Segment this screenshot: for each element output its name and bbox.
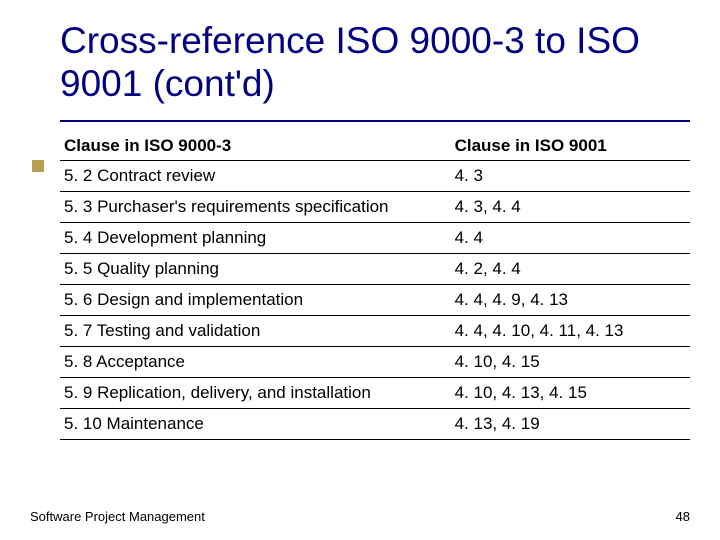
- table-cell: 4. 2, 4. 4: [451, 254, 690, 285]
- table-cell: 4. 3, 4. 4: [451, 192, 690, 223]
- table-cell: 5. 4 Development planning: [60, 223, 451, 254]
- table-row: 5. 9 Replication, delivery, and installa…: [60, 378, 690, 409]
- table-row: 5. 8 Acceptance 4. 10, 4. 15: [60, 347, 690, 378]
- footer: Software Project Management 48: [30, 509, 690, 524]
- table-row: 5. 2 Contract review 4. 3: [60, 161, 690, 192]
- slide: Cross-reference ISO 9000-3 to ISO 9001 (…: [0, 0, 720, 540]
- table-cell: 5. 10 Maintenance: [60, 409, 451, 440]
- table-cell: 4. 13, 4. 19: [451, 409, 690, 440]
- table-cell: 4. 4: [451, 223, 690, 254]
- table-cell: 4. 3: [451, 161, 690, 192]
- table-cell: 4. 10, 4. 15: [451, 347, 690, 378]
- table-cell: 4. 4, 4. 10, 4. 11, 4. 13: [451, 316, 690, 347]
- table-cell: 4. 4, 4. 9, 4. 13: [451, 285, 690, 316]
- table-cell: 5. 3 Purchaser's requirements specificat…: [60, 192, 451, 223]
- table-cell: 4. 10, 4. 13, 4. 15: [451, 378, 690, 409]
- footer-page-number: 48: [676, 509, 690, 524]
- table-cell: 5. 6 Design and implementation: [60, 285, 451, 316]
- table-cell: 5. 2 Contract review: [60, 161, 451, 192]
- table-row: 5. 7 Testing and validation 4. 4, 4. 10,…: [60, 316, 690, 347]
- table-cell: 5. 8 Acceptance: [60, 347, 451, 378]
- table-cell: 5. 5 Quality planning: [60, 254, 451, 285]
- table-row: 5. 6 Design and implementation 4. 4, 4. …: [60, 285, 690, 316]
- table-row: 5. 10 Maintenance 4. 13, 4. 19: [60, 409, 690, 440]
- table-row: 5. 4 Development planning 4. 4: [60, 223, 690, 254]
- accent-box: [32, 160, 44, 172]
- table-row: 5. 3 Purchaser's requirements specificat…: [60, 192, 690, 223]
- table-header-cell: Clause in ISO 9000-3: [60, 130, 451, 161]
- footer-left: Software Project Management: [30, 509, 205, 524]
- cross-reference-table: Clause in ISO 9000-3 Clause in ISO 9001 …: [60, 130, 690, 440]
- table-header-cell: Clause in ISO 9001: [451, 130, 690, 161]
- table-row: 5. 5 Quality planning 4. 2, 4. 4: [60, 254, 690, 285]
- table-cell: 5. 9 Replication, delivery, and installa…: [60, 378, 451, 409]
- table-cell: 5. 7 Testing and validation: [60, 316, 451, 347]
- title-rule: [60, 120, 690, 122]
- slide-title: Cross-reference ISO 9000-3 to ISO 9001 (…: [60, 20, 690, 105]
- table-header-row: Clause in ISO 9000-3 Clause in ISO 9001: [60, 130, 690, 161]
